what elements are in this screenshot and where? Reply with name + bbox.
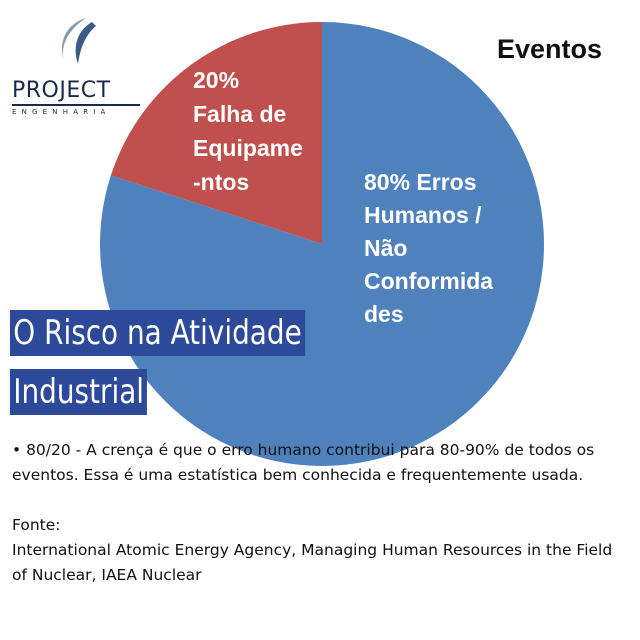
pie-slice-equipment-failure <box>110 22 323 244</box>
banner-title-text: O Risco na Atividade <box>10 310 306 356</box>
slice-label-human-error-line: 80% Erros <box>364 169 477 195</box>
banner-title-text: Industrial <box>10 369 148 415</box>
source-label: Fonte: <box>12 516 61 534</box>
logo-name: PROJECT <box>12 78 111 103</box>
company-logo: PROJECT ENGENHARIA <box>12 16 142 116</box>
source-reference: International Atomic Energy Agency, Mana… <box>12 541 613 584</box>
banner-title-line-1: O Risco na Atividade <box>10 310 370 356</box>
slice-label-human-error-line: Conformida <box>364 268 493 294</box>
slice-label-equipment: 20% Falha de Equipame -ntos <box>193 67 309 195</box>
slice-label-human-error-line: Humanos / <box>364 202 482 228</box>
slice-label-equipment-line: Falha de <box>193 101 286 127</box>
slice-label-human-error: 80% Erros Humanos / Não Conformida des <box>364 169 499 327</box>
logo-subtitle: ENGENHARIA <box>12 108 111 116</box>
slice-label-equipment-line: -ntos <box>193 169 249 195</box>
slice-label-equipment-line: 20% <box>193 67 239 93</box>
slice-label-human-error-line: des <box>364 301 404 327</box>
bullet-paragraph: • 80/20 - A crença é que o erro humano c… <box>12 441 595 484</box>
swoosh-icon <box>62 18 96 64</box>
slice-label-human-error-line: Não <box>364 235 407 261</box>
chart-title: Eventos <box>497 34 602 64</box>
slice-label-equipment-line: Equipame <box>193 135 303 161</box>
banner-title-line-2: Industrial <box>10 369 177 415</box>
logo-divider <box>12 104 140 106</box>
